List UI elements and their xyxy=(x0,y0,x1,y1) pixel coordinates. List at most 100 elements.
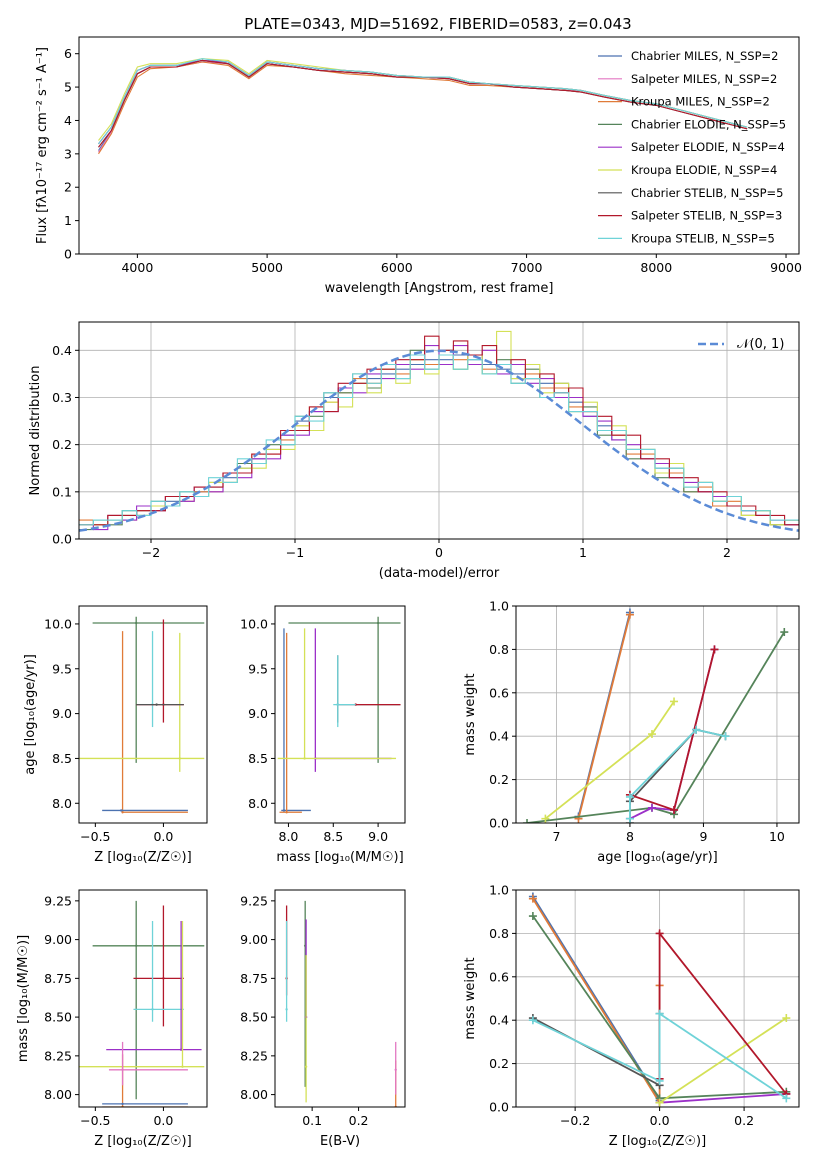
data-point xyxy=(181,1065,184,1068)
y-axis-label: Flux [fλ10⁻¹⁷ erg cm⁻² s⁻¹ A⁻¹] xyxy=(35,47,50,244)
y-tick-label: 0.4 xyxy=(489,1013,509,1028)
age-vs-mass-panel: 8.0 8.5 9.0 8.0 8.5 9.0 9.5 10.0 mass [log₁₀(M/M… xyxy=(240,605,406,865)
data-point xyxy=(151,1008,154,1011)
weight-marker xyxy=(655,1076,664,1085)
y-tick-label: 8.0 xyxy=(248,796,268,811)
plot-area xyxy=(523,608,789,823)
x-tick-label: 7000 xyxy=(511,260,543,275)
y-tick-label: 9.00 xyxy=(44,932,72,947)
x-axis-label: (data-model)/error xyxy=(379,566,500,581)
data-point xyxy=(121,1068,124,1072)
y-tick-label: 9.00 xyxy=(240,932,268,947)
y-tick-label: 8.50 xyxy=(44,1010,72,1025)
data-point xyxy=(282,809,286,812)
y-tick-label: 8.5 xyxy=(248,751,268,766)
x-tick-label: 8000 xyxy=(640,260,672,275)
weight-marker xyxy=(655,1098,664,1107)
y-tick-label: 9.25 xyxy=(44,893,72,908)
data-point xyxy=(178,757,181,760)
y-tick-label: 2 xyxy=(64,180,72,195)
data-point xyxy=(285,811,288,814)
y-tick-label: 8.00 xyxy=(44,1087,72,1102)
y-tick-label: 8.25 xyxy=(240,1048,268,1063)
x-tick-label: −0.2 xyxy=(560,1113,590,1128)
spectrum-line xyxy=(98,58,748,145)
y-tick-label: 4 xyxy=(64,113,72,128)
legend-label: Chabrier MILES, N_SSP=2 xyxy=(631,49,778,63)
weight-marker xyxy=(721,732,730,741)
weight-marker xyxy=(670,805,679,814)
x-tick-label: 6000 xyxy=(381,260,413,275)
y-tick-label: 0.6 xyxy=(489,969,509,984)
y-tick-label: 0.0 xyxy=(489,816,509,831)
data-point xyxy=(376,621,380,625)
axes-frame xyxy=(78,889,208,1108)
x-tick-label: −0.5 xyxy=(80,1113,110,1128)
plot-area xyxy=(277,616,401,814)
y-tick-label: 8.75 xyxy=(240,971,268,986)
y-tick-label: 8.25 xyxy=(44,1048,72,1063)
x-tick-label: 9.0 xyxy=(368,829,388,844)
x-axis-label: Z [log₁₀(Z/Z☉)] xyxy=(94,850,191,865)
y-axis-label: mass weight xyxy=(463,673,478,755)
weight-marker xyxy=(528,894,537,903)
y-axis-label: age [log₁₀(age/yr)] xyxy=(23,654,38,775)
x-tick-label: −0.5 xyxy=(80,829,110,844)
y-tick-label: 5 xyxy=(64,80,72,95)
x-tick-label: 8.0 xyxy=(279,829,299,844)
y-tick-label: 0.6 xyxy=(489,685,509,700)
y-tick-label: 1.0 xyxy=(489,883,509,898)
x-tick-label: 9000 xyxy=(770,260,802,275)
axes-frame xyxy=(515,605,800,824)
x-axis-label: Z [log₁₀(Z/Z☉)] xyxy=(94,1134,191,1149)
x-tick-label: −1 xyxy=(286,545,304,560)
x-tick-label: 1 xyxy=(579,545,587,560)
data-point xyxy=(285,1008,288,1011)
y-tick-label: 0.8 xyxy=(489,642,509,657)
gaussian-curve xyxy=(79,349,799,532)
weight-marker xyxy=(647,730,656,739)
histogram-step xyxy=(79,354,799,526)
mass-vs-extinction-panel: 0.1 0.2 8.00 8.25 8.50 8.75 9.00 9.25 E(B-V) xyxy=(240,889,406,1149)
weight-marker xyxy=(780,628,789,637)
mass-weight-vs-metallicity-panel: −0.2 0.0 0.2 0.0 0.2 0.4 0.6 0.8 1.0 Z [log₁₀(Z/Z… xyxy=(463,883,800,1149)
data-point xyxy=(155,703,158,706)
weight-marker xyxy=(625,814,634,823)
y-tick-label: 3 xyxy=(64,146,72,161)
x-tick-label: 10 xyxy=(769,829,785,844)
y-tick-label: 0.1 xyxy=(52,484,72,499)
weight-marker xyxy=(782,1014,791,1023)
data-point xyxy=(121,811,124,814)
legend-label: Salpeter STELIB, N_SSP=3 xyxy=(631,209,782,223)
x-tick-label: 9 xyxy=(699,829,707,844)
axes-frame xyxy=(78,36,800,255)
weight-marker xyxy=(710,645,719,654)
legend-label: Kroupa ELODIE, N_SSP=4 xyxy=(631,163,777,177)
data-point xyxy=(304,1065,308,1068)
weight-marker xyxy=(528,1016,537,1025)
y-axis-label: mass weight xyxy=(463,957,478,1039)
weight-line xyxy=(629,728,726,819)
data-point xyxy=(121,1102,124,1106)
y-tick-label: 0.2 xyxy=(489,1056,509,1071)
mass-vs-metallicity-panel: −0.5 0.0 8.00 8.25 8.50 8.75 9.00 9.25 Z [log₁₀(… xyxy=(16,889,208,1149)
weight-marker xyxy=(655,1009,664,1018)
y-tick-label: 1 xyxy=(64,213,72,228)
legend-label: Kroupa STELIB, N_SSP=5 xyxy=(631,231,775,245)
weight-line xyxy=(526,631,786,823)
y-tick-label: 8.75 xyxy=(44,971,72,986)
y-tick-label: 9.25 xyxy=(240,893,268,908)
legend-label: Chabrier STELIB, N_SSP=5 xyxy=(631,186,783,200)
weight-marker xyxy=(523,819,532,823)
mass-weight-vs-age-panel: 7 8 9 10 0.0 0.2 0.4 0.6 0.8 1.0 age [log₁₀(age/yr… xyxy=(463,599,800,865)
data-point xyxy=(162,977,165,980)
data-point xyxy=(336,703,339,706)
plot-area xyxy=(79,616,205,814)
y-tick-label: 0.4 xyxy=(52,343,72,358)
data-point xyxy=(303,757,306,760)
data-point xyxy=(120,809,123,812)
weight-marker xyxy=(647,803,656,812)
y-tick-label: 10.0 xyxy=(44,616,72,631)
weight-line xyxy=(659,1017,787,1104)
y-tick-label: 0 xyxy=(64,247,72,262)
